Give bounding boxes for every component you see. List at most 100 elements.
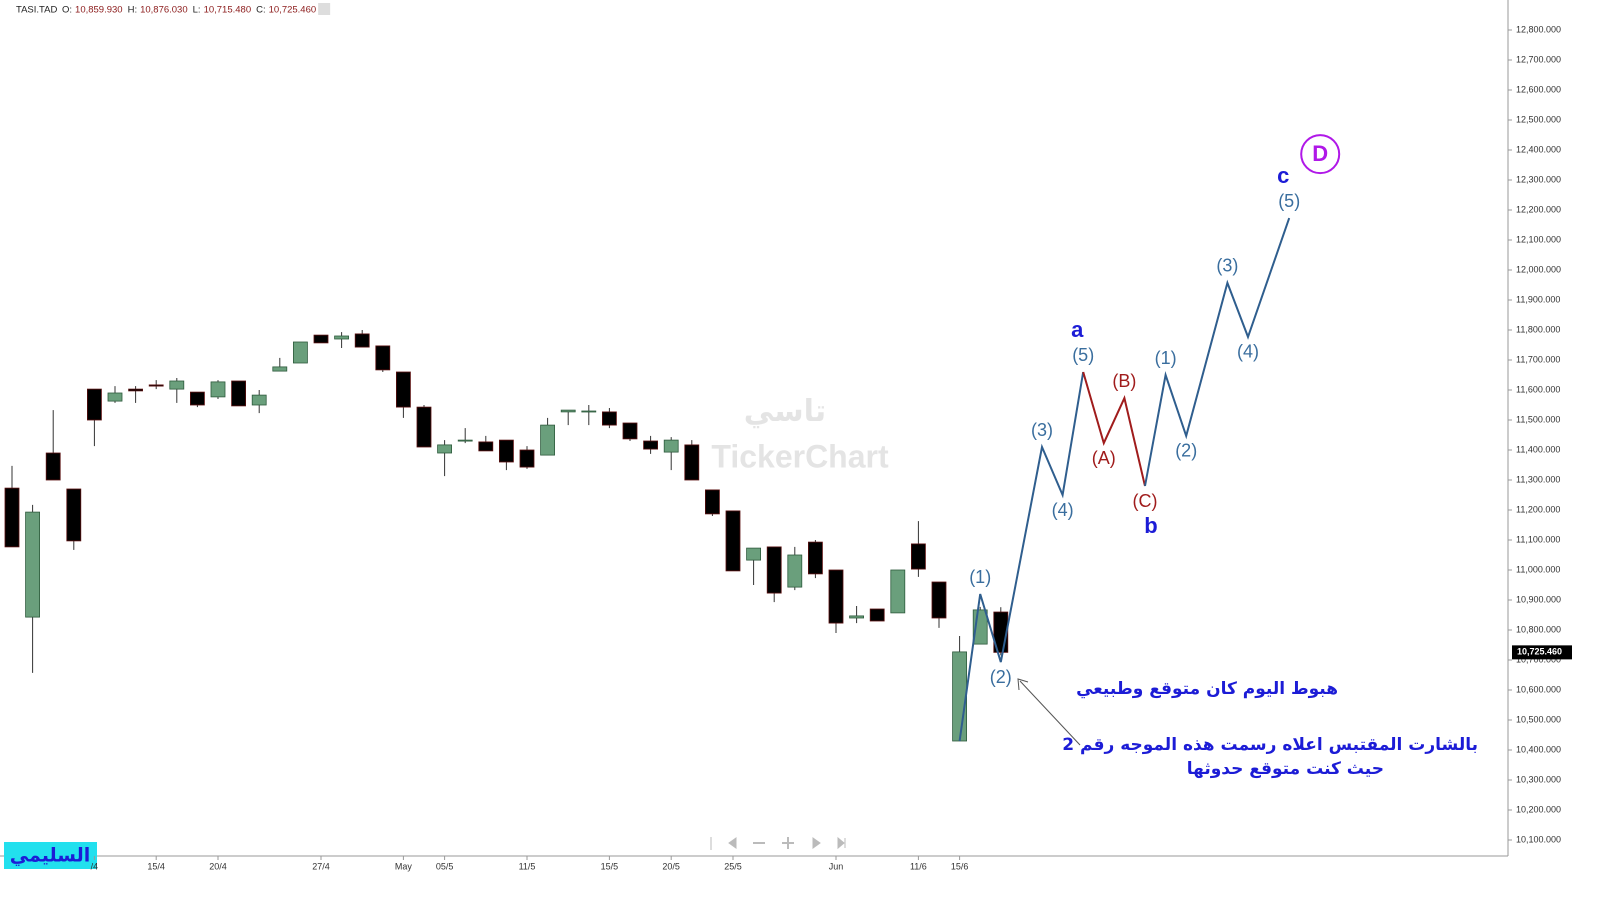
- y-tick-label: 10,900.000: [1516, 594, 1561, 604]
- wave-label: (5): [1278, 191, 1300, 211]
- y-tick-label: 11,400.000: [1516, 444, 1560, 454]
- candle-body: [911, 543, 926, 570]
- candle-body: [169, 380, 185, 390]
- candle-body: [107, 392, 123, 402]
- arrow-head: [1017, 678, 1029, 691]
- wave-line: [958, 371, 1085, 742]
- candle-body: [890, 569, 906, 614]
- target-label: D: [1312, 141, 1328, 166]
- header-menu: [318, 3, 331, 15]
- candle-body: [498, 439, 514, 463]
- y-tick-label: 12,200.000: [1516, 204, 1561, 214]
- x-tick-label: 15/4: [147, 861, 165, 871]
- target-circle: [1300, 134, 1341, 175]
- x-tick-label: 11/6: [910, 861, 927, 871]
- y-tick-label: 10,300.000: [1516, 774, 1561, 784]
- wave-label: (C): [1133, 491, 1158, 511]
- y-tick-label: 12,500.000: [1516, 114, 1561, 124]
- nav-bar[interactable]: [710, 836, 846, 850]
- wave-label: (4): [1052, 500, 1074, 520]
- candle-body: [128, 388, 144, 392]
- candle-body: [849, 615, 864, 619]
- last-price-label: 10,725.460: [1517, 647, 1562, 657]
- wave-label: (3): [1031, 420, 1053, 440]
- wave-label: (4): [1237, 342, 1259, 362]
- note: حيث كنت متوقع حدوثها: [1187, 759, 1384, 779]
- candle-body: [416, 406, 432, 448]
- candle-body: [725, 510, 741, 572]
- nav-left[interactable]: [728, 837, 737, 849]
- note: هبوط اليوم كان متوقع وطبيعي: [1076, 679, 1338, 699]
- candle-body: [766, 546, 782, 594]
- y-tick-label: 11,600.000: [1516, 384, 1560, 394]
- wave-label: (2): [990, 667, 1012, 687]
- header: TASI.TAD O: 10,859.930 H: 10,876.030 L: 10,715…: [16, 3, 331, 16]
- candle-body: [437, 444, 453, 454]
- candle-body: [251, 394, 267, 406]
- field-label: H:: [128, 5, 138, 16]
- candle-body: [705, 489, 720, 515]
- candle-body: [354, 333, 370, 348]
- y-tick-label: 10,400.000: [1516, 744, 1561, 754]
- watermark-brand: TickerChart: [711, 438, 889, 474]
- y-tick-label: 11,300.000: [1516, 474, 1560, 484]
- candle-body: [231, 380, 247, 407]
- x-tick-label: /4: [91, 861, 99, 871]
- y-tick-label: 12,400.000: [1516, 144, 1561, 154]
- y-tick-label: 12,700.000: [1516, 54, 1561, 64]
- y-tick-label: 11,200.000: [1516, 504, 1560, 514]
- candle-body: [313, 334, 329, 344]
- degree-label: c: [1277, 163, 1289, 188]
- wave-label: (1): [969, 567, 991, 587]
- candle-body: [189, 391, 205, 406]
- degree-label: a: [1071, 317, 1084, 342]
- y-tick-label: 12,600.000: [1516, 84, 1561, 94]
- candle-body: [519, 449, 535, 468]
- y-tick-label: 10,100.000: [1516, 834, 1561, 844]
- y-tick-label: 10,600.000: [1516, 684, 1561, 694]
- wave-label: (B): [1112, 371, 1136, 391]
- x-tick-label: 15/5: [601, 861, 619, 871]
- candle-body: [272, 366, 288, 372]
- y-tick-label: 12,300.000: [1516, 174, 1561, 184]
- candle-body: [643, 440, 658, 450]
- y-tick-label: 11,900.000: [1516, 294, 1560, 304]
- x-tick-label: 05/5: [436, 861, 454, 871]
- candle-body: [808, 541, 823, 575]
- field-label: L:: [193, 5, 201, 16]
- candle-body: [828, 569, 844, 624]
- candle-body: [395, 371, 411, 408]
- candle-body: [148, 384, 164, 387]
- field-label: O:: [62, 5, 72, 16]
- candle-body: [869, 608, 885, 622]
- candle-body: [622, 422, 638, 440]
- y-tick-label: 12,000.000: [1516, 264, 1561, 274]
- candle-body: [931, 581, 947, 619]
- x-tick-label: 25/5: [724, 861, 742, 871]
- y-tick-label: 11,500.000: [1516, 414, 1560, 424]
- field-value: 10,725.460: [269, 5, 317, 16]
- nav-end[interactable]: [837, 836, 846, 850]
- candle-body: [4, 487, 20, 548]
- candle-body: [787, 554, 803, 588]
- y-tick-label: 10,200.000: [1516, 804, 1561, 814]
- candle-body: [540, 424, 555, 456]
- author: السليمي: [10, 845, 90, 867]
- candle-body: [746, 547, 761, 561]
- y-tick-label: 12,100.000: [1516, 234, 1561, 244]
- y-tick-label: 10,700.000: [1516, 654, 1561, 664]
- wave-label: (A): [1092, 448, 1116, 468]
- nav-zoom-in[interactable]: [782, 837, 794, 849]
- candle-body: [45, 452, 61, 481]
- nav-right[interactable]: [812, 837, 821, 849]
- candle-body: [66, 488, 82, 542]
- wave-line: [1082, 371, 1146, 487]
- x-tick-label: 20/4: [209, 861, 227, 871]
- candle-body: [292, 341, 308, 364]
- y-tick-label: 12,800.000: [1516, 24, 1561, 34]
- watermark-arabic: تاسي: [744, 395, 826, 429]
- y-tick-label: 11,700.000: [1516, 354, 1560, 364]
- field-value: 10,715.480: [204, 5, 252, 16]
